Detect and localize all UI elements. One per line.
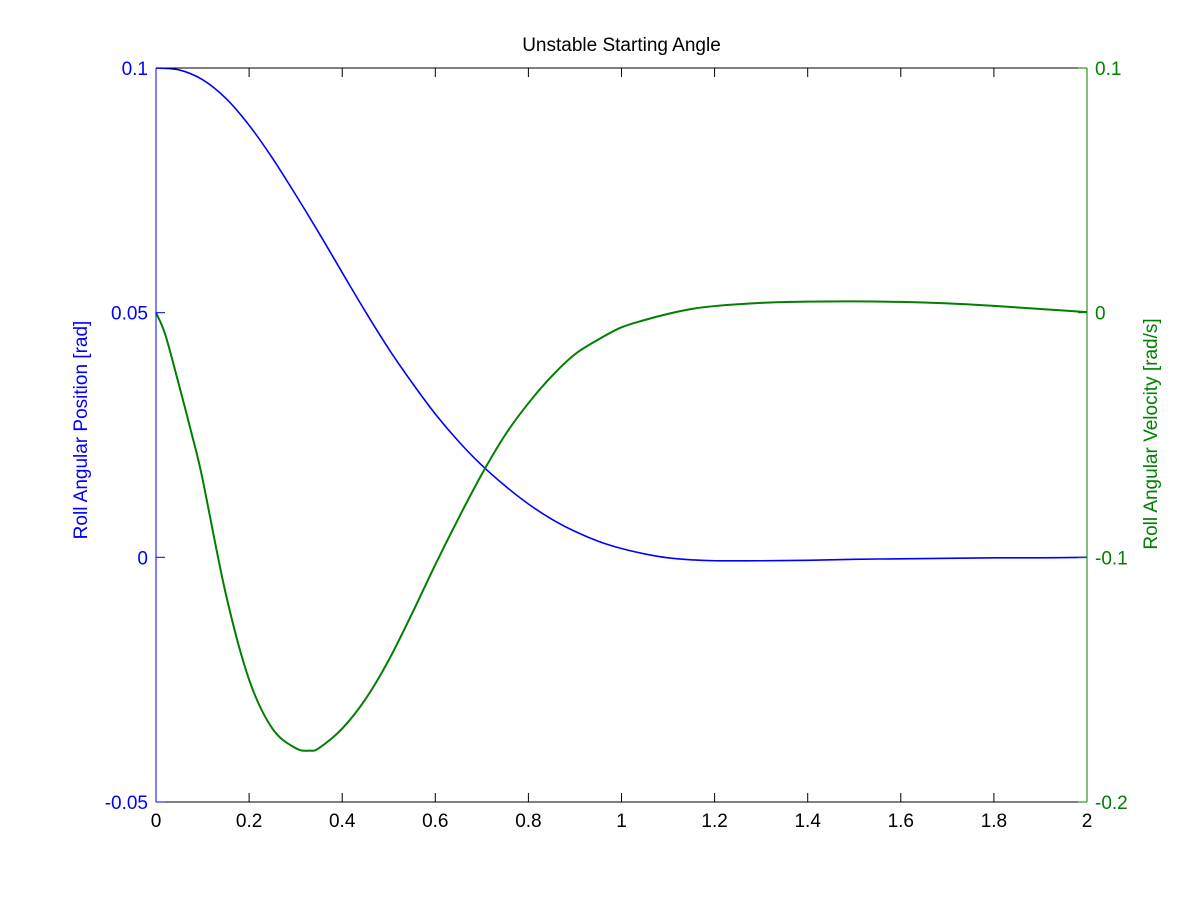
chart-title: Unstable Starting Angle xyxy=(522,35,721,56)
x-tick-label: 1.2 xyxy=(701,811,727,832)
right-tick-label: 0.1 xyxy=(1095,59,1121,80)
x-tick-label: 1.6 xyxy=(888,811,914,832)
x-tick-label: 0.2 xyxy=(236,811,262,832)
right-tick-label: -0.2 xyxy=(1095,793,1128,814)
right-axis-title: Roll Angular Velocity [rad/s] xyxy=(1141,318,1162,549)
series-line-velocity xyxy=(155,300,1088,752)
left-y-axis: -0.05 0 0.05 0.1 xyxy=(105,59,165,814)
x-tick-label: 1 xyxy=(616,811,627,832)
x-axis: 0 0.2 0.4 0.6 0.8 1 1.2 1.4 1.6 1.8 2 xyxy=(151,67,1093,832)
left-tick-label: -0.05 xyxy=(105,793,148,814)
right-tick-label: 0 xyxy=(1095,304,1106,325)
x-tick-label: 1.4 xyxy=(794,811,821,832)
left-axis-title: Roll Angular Position [rad] xyxy=(71,321,92,540)
x-tick-label: 0.8 xyxy=(515,811,541,832)
plot-area xyxy=(156,68,1087,802)
series-line-position xyxy=(155,67,1088,562)
left-tick-label: 0.1 xyxy=(122,59,148,80)
left-tick-label: 0.05 xyxy=(111,304,148,325)
x-tick-label: 1.8 xyxy=(981,811,1007,832)
plot-lines xyxy=(155,67,1088,752)
left-tick-label: 0 xyxy=(137,548,148,569)
right-y-axis: -0.2 -0.1 0 0.1 xyxy=(1078,59,1128,814)
right-tick-label: -0.1 xyxy=(1095,548,1128,569)
x-tick-label: 0.4 xyxy=(329,811,356,832)
x-tick-label: 0.6 xyxy=(422,811,448,832)
x-tick-label: 2 xyxy=(1082,811,1093,832)
x-tick-label: 0 xyxy=(151,811,162,832)
